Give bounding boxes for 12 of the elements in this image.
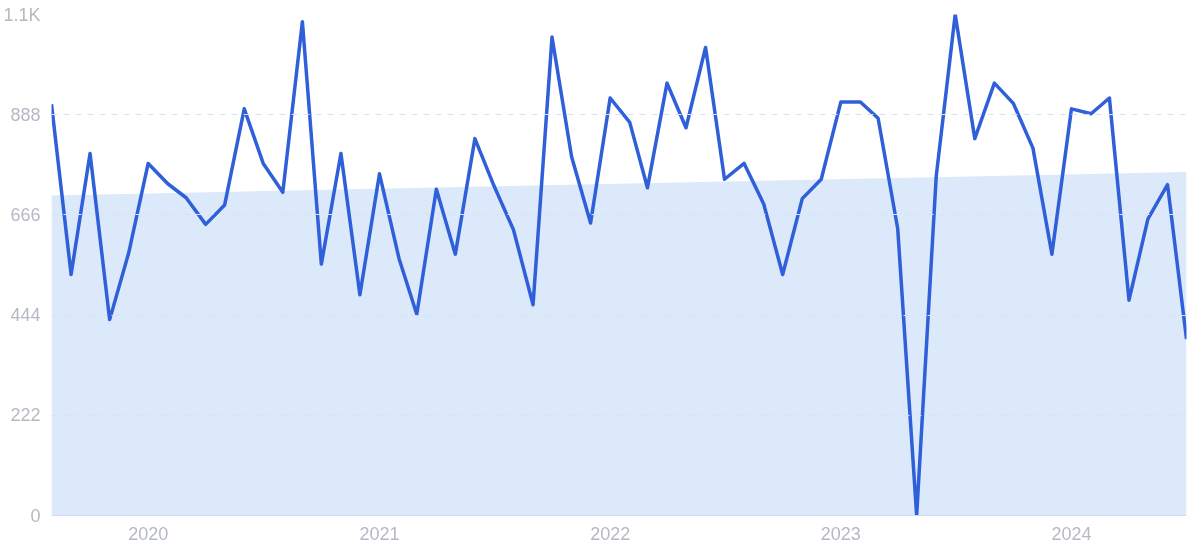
y-tick-label: 444 (10, 305, 41, 326)
y-tick-label: 1.1K (3, 4, 41, 25)
x-tick-label: 2022 (590, 523, 631, 544)
y-tick-label: 222 (10, 405, 41, 426)
y-tick-label: 0 (30, 505, 41, 526)
x-tick-label: 2024 (1051, 523, 1092, 544)
line-series (51, 14, 1187, 516)
y-tick-label: 666 (10, 204, 41, 225)
x-tick-label: 2023 (820, 523, 861, 544)
y-tick-label: 888 (10, 104, 41, 125)
x-tick-label: 2020 (128, 523, 169, 544)
x-tick-label: 2021 (359, 523, 400, 544)
